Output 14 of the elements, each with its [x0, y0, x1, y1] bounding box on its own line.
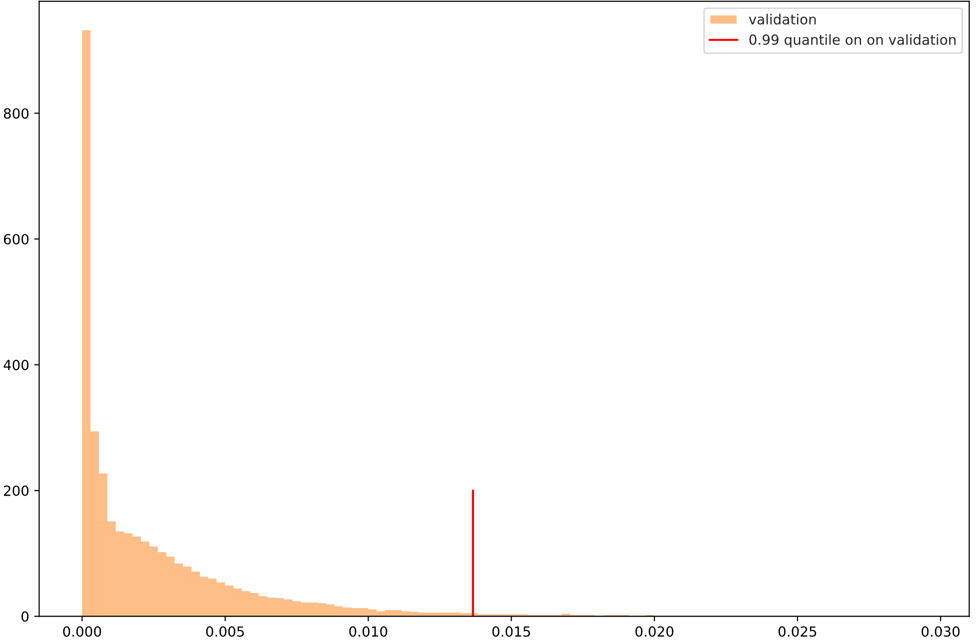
legend-label: validation — [748, 14, 816, 25]
y-tick-label: 800 — [4, 108, 29, 119]
x-tick-label: 0.030 — [922, 626, 960, 637]
y-tick-label: 400 — [4, 360, 29, 370]
x-tick-label: 0.020 — [635, 626, 674, 637]
y-tick-label: 600 — [4, 234, 29, 244]
x-tick-label: 0.015 — [492, 626, 530, 637]
x-tick-label: 0.010 — [349, 626, 388, 637]
y-tick-label: 0 — [22, 611, 29, 622]
x-tick-label: 0.005 — [206, 626, 244, 637]
y-tick-label: 200 — [4, 486, 29, 496]
legend-label: 0.99 quantile on on validation — [749, 34, 956, 48]
x-tick-label: 0.000 — [63, 626, 102, 637]
x-tick-label: 0.025 — [778, 626, 816, 637]
